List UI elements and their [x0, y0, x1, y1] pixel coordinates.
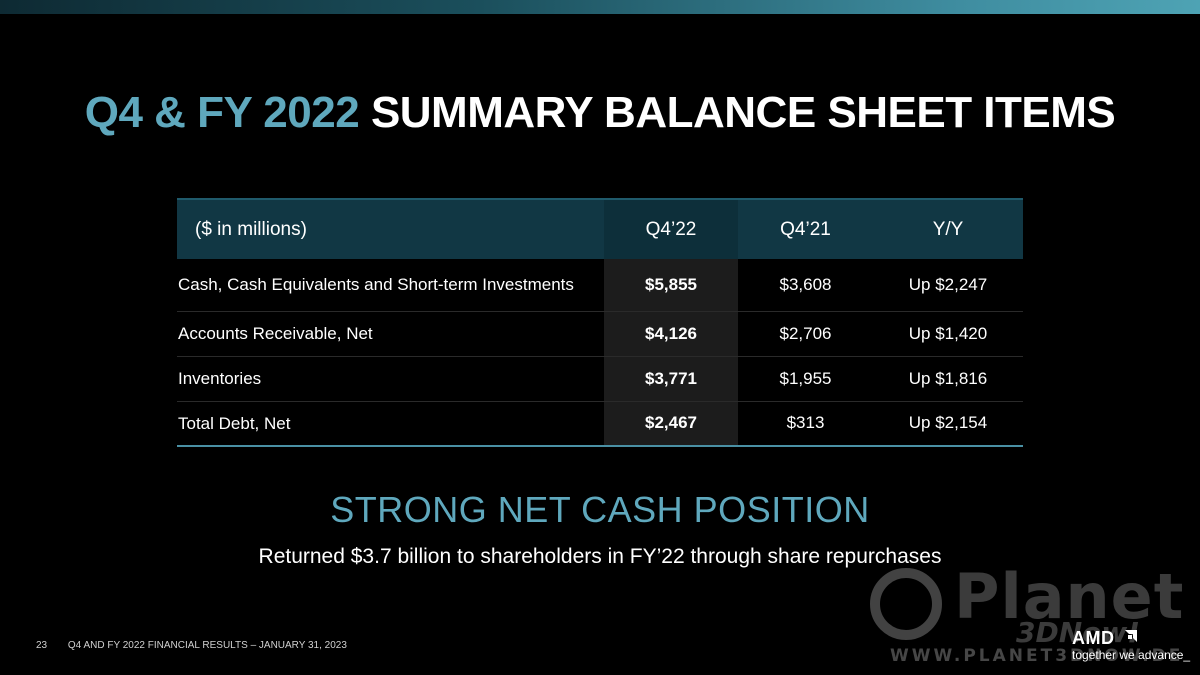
row-label: Cash, Cash Equivalents and Short-term In… [177, 259, 604, 312]
table-row: Total Debt, Net $2,467 $313 Up $2,154 [177, 401, 1023, 447]
footer-text: Q4 AND FY 2022 FINANCIAL RESULTS – JANUA… [67, 640, 347, 651]
cell-q4-21: $2,706 [738, 311, 873, 357]
cell-q4-22: $4,126 [604, 311, 738, 357]
table-row: Accounts Receivable, Net $4,126 $2,706 U… [177, 311, 1023, 357]
header-yy: Y/Y [873, 198, 1023, 259]
top-accent-bar [0, 0, 1200, 14]
amd-logo: AMD together we advance_ [1072, 628, 1190, 664]
balance-sheet-table: ($ in millions) Q4’22 Q4’21 Y/Y Cash, Ca… [177, 198, 1023, 447]
amd-arrow-icon [1125, 630, 1137, 642]
cell-yy: Up $1,420 [873, 311, 1023, 357]
subheading: STRONG NET CASH POSITION [330, 489, 870, 530]
row-label: Inventories [177, 356, 604, 402]
cell-q4-21: $3,608 [738, 259, 873, 312]
title-main: SUMMARY BALANCE SHEET ITEMS [370, 88, 1116, 137]
cell-q4-21: $313 [738, 401, 873, 447]
title-accent: Q4 & FY 2022 [84, 88, 360, 137]
header-q4-21: Q4’21 [738, 198, 873, 259]
row-label: Total Debt, Net [177, 401, 604, 447]
watermark-logo-icon [870, 568, 942, 640]
cell-q4-22: $2,467 [604, 401, 738, 447]
amd-wordmark: AMD [1072, 628, 1115, 648]
slide-title: Q4 & FY 2022 SUMMARY BALANCE SHEET ITEMS [0, 88, 1200, 138]
page-number: 23 [36, 640, 48, 651]
row-label: Accounts Receivable, Net [177, 311, 604, 357]
cell-q4-22: $5,855 [604, 259, 738, 312]
cell-q4-21: $1,955 [738, 356, 873, 402]
footer: 23 Q4 AND FY 2022 FINANCIAL RESULTS – JA… [36, 640, 347, 651]
header-q4-22: Q4’22 [604, 198, 738, 259]
cell-q4-22: $3,771 [604, 356, 738, 402]
header-units: ($ in millions) [177, 198, 604, 259]
amd-tagline: together we advance_ [1072, 648, 1191, 662]
table-row: Inventories $3,771 $1,955 Up $1,816 [177, 356, 1023, 402]
cell-yy: Up $2,154 [873, 401, 1023, 447]
cell-yy: Up $1,816 [873, 356, 1023, 402]
cell-yy: Up $2,247 [873, 259, 1023, 312]
table-row: Cash, Cash Equivalents and Short-term In… [177, 259, 1023, 312]
supporting-text: Returned $3.7 billion to shareholders in… [258, 545, 942, 568]
table-header-row: ($ in millions) Q4’22 Q4’21 Y/Y [177, 198, 1023, 259]
watermark-word: Planet [954, 560, 1185, 633]
